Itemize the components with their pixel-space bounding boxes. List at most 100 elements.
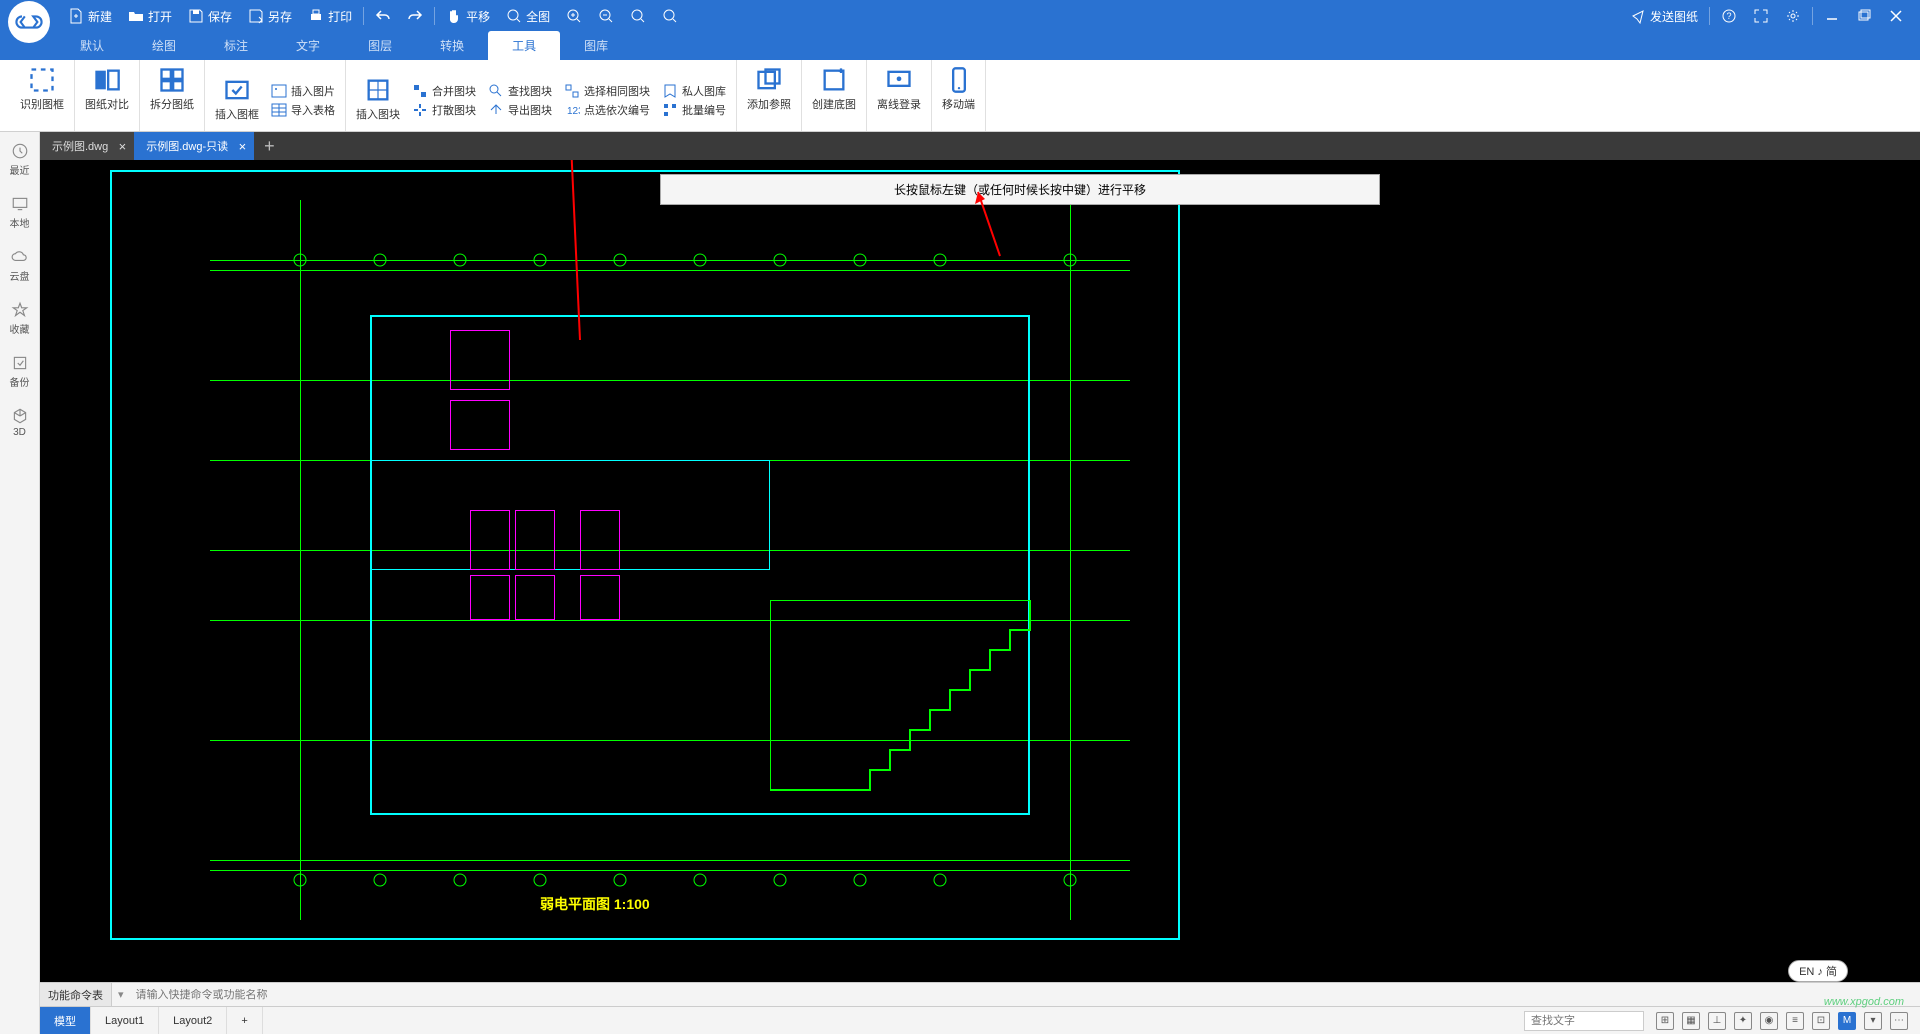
undo-button[interactable] xyxy=(367,0,399,32)
snap-toggle[interactable]: ⊞ xyxy=(1656,1012,1674,1030)
saveas-icon xyxy=(248,8,264,24)
nav-backup[interactable]: 备份 xyxy=(10,354,30,389)
close-tab-icon[interactable]: × xyxy=(119,139,127,154)
find-text-input[interactable] xyxy=(1524,1011,1644,1031)
layout-model[interactable]: 模型 xyxy=(40,1007,91,1034)
nav-favorites[interactable]: 收藏 xyxy=(10,301,30,336)
extra-toggle[interactable]: ⋯ xyxy=(1890,1012,1908,1030)
insert-block-button[interactable]: 插入图块 xyxy=(356,76,400,122)
ortho-toggle[interactable]: ⊥ xyxy=(1708,1012,1726,1030)
close-tab-icon[interactable]: × xyxy=(239,139,247,154)
ime-badge[interactable]: EN ♪ 简 xyxy=(1788,960,1848,982)
lineweight-toggle[interactable]: ≡ xyxy=(1786,1012,1804,1030)
nav-cloud[interactable]: 云盘 xyxy=(10,248,30,283)
cube-icon xyxy=(11,407,29,425)
svg-text:123: 123 xyxy=(567,106,580,117)
offline-login-button[interactable]: 离线登录 xyxy=(877,66,921,112)
open-button[interactable]: 打开 xyxy=(120,0,180,32)
polar-toggle[interactable]: ✦ xyxy=(1734,1012,1752,1030)
print-button[interactable]: 打印 xyxy=(300,0,360,32)
frame-detect-icon xyxy=(28,66,56,94)
add-layout[interactable]: + xyxy=(227,1007,262,1034)
menu-annotate[interactable]: 标注 xyxy=(200,31,272,60)
save-icon xyxy=(188,8,204,24)
find-blocks-button[interactable]: 查找图块 xyxy=(488,83,552,99)
redo-icon xyxy=(407,8,423,24)
osnap-toggle[interactable]: ◉ xyxy=(1760,1012,1778,1030)
mobile-button[interactable]: 移动端 xyxy=(942,66,975,112)
layout-2[interactable]: Layout2 xyxy=(159,1007,227,1034)
layout-1[interactable]: Layout1 xyxy=(91,1007,159,1034)
import-table-button[interactable]: 导入表格 xyxy=(271,102,335,118)
menu-library[interactable]: 图库 xyxy=(560,31,632,60)
grid-toggle[interactable]: ▦ xyxy=(1682,1012,1700,1030)
command-bar: 功能命令表 ▾ EN ♪ 简 www.xpgod.com xyxy=(40,982,1920,1006)
send-drawing-button[interactable]: 发送图纸 xyxy=(1622,0,1706,32)
menu-default[interactable]: 默认 xyxy=(56,31,128,60)
undo-icon xyxy=(375,8,391,24)
saveas-button[interactable]: 另存 xyxy=(240,0,300,32)
export-blocks-button[interactable]: 导出图块 xyxy=(488,102,552,118)
reference-icon xyxy=(755,66,783,94)
menu-convert[interactable]: 转换 xyxy=(416,31,488,60)
insert-image-button[interactable]: 插入图片 xyxy=(271,83,335,99)
create-basemap-button[interactable]: 创建底图 xyxy=(812,66,856,112)
insert-frame-button[interactable]: 插入图框 xyxy=(215,76,259,122)
fullscreen-button[interactable] xyxy=(1745,0,1777,32)
drawing-canvas[interactable]: 长按鼠标左键（或任何时候长按中键）进行平移 xyxy=(40,160,1920,982)
grid-markers xyxy=(270,230,1110,910)
left-nav: 最近 本地 云盘 收藏 备份 3D xyxy=(0,132,40,1034)
file-tab-1[interactable]: 示例图.dwg× xyxy=(40,132,134,160)
dyn-toggle[interactable]: ▾ xyxy=(1864,1012,1882,1030)
zoom-full-button[interactable]: 全图 xyxy=(498,0,558,32)
zoom-prev-button[interactable] xyxy=(654,0,686,32)
settings-button[interactable] xyxy=(1777,0,1809,32)
add-reference-button[interactable]: 添加参照 xyxy=(747,66,791,112)
annotation-arrow-1 xyxy=(550,160,610,350)
file-tab-2[interactable]: 示例图.dwg-只读× xyxy=(134,132,254,160)
close-button[interactable] xyxy=(1880,0,1912,32)
menu-layers[interactable]: 图层 xyxy=(344,31,416,60)
zoom-in-button[interactable] xyxy=(558,0,590,32)
command-input[interactable] xyxy=(130,989,1920,1001)
star-icon xyxy=(11,301,29,319)
private-library-button[interactable]: 私人图库 xyxy=(662,83,726,99)
command-dropdown[interactable]: ▾ xyxy=(112,988,130,1001)
compare-button[interactable]: 图纸对比 xyxy=(85,66,129,112)
pan-button[interactable]: 平移 xyxy=(438,0,498,32)
offline-icon xyxy=(885,66,913,94)
gear-icon xyxy=(1785,8,1801,24)
nav-3d[interactable]: 3D xyxy=(11,407,29,438)
ribbon: 识别图框 图纸对比 拆分图纸 插入图框 插入图片 导入表格 插入图块 合并图块 … xyxy=(0,60,1920,132)
svg-text:?: ? xyxy=(1726,11,1731,21)
zoom-window-button[interactable] xyxy=(622,0,654,32)
new-button[interactable]: 新建 xyxy=(60,0,120,32)
menu-text[interactable]: 文字 xyxy=(272,31,344,60)
maximize-button[interactable] xyxy=(1848,0,1880,32)
select-same-button[interactable]: 选择相同图块 xyxy=(564,83,650,99)
batch-number-button[interactable]: 批量编号 xyxy=(662,102,726,118)
merge-blocks-button[interactable]: 合并图块 xyxy=(412,83,476,99)
split-button[interactable]: 拆分图纸 xyxy=(150,66,194,112)
zoom-out-button[interactable] xyxy=(590,0,622,32)
nav-recent[interactable]: 最近 xyxy=(10,142,30,177)
menu-draw[interactable]: 绘图 xyxy=(128,31,200,60)
export-icon xyxy=(488,102,504,118)
drawing-title: 弱电平面图 1:100 xyxy=(540,894,650,914)
number-sequence-button[interactable]: 123点选依次编号 xyxy=(564,102,650,118)
file-tabs: 示例图.dwg× 示例图.dwg-只读× + xyxy=(40,132,1920,160)
grid2-toggle[interactable]: ⊡ xyxy=(1812,1012,1830,1030)
minimize-button[interactable] xyxy=(1816,0,1848,32)
menu-tools[interactable]: 工具 xyxy=(488,31,560,60)
identify-frame-button[interactable]: 识别图框 xyxy=(20,66,64,112)
status-bar: 模型 Layout1 Layout2 + ⊞ ▦ ⊥ ✦ ◉ ≡ ⊡ M ▾ ⋯ xyxy=(40,1006,1920,1034)
save-button[interactable]: 保存 xyxy=(180,0,240,32)
explode-blocks-button[interactable]: 打散图块 xyxy=(412,102,476,118)
zoom-full-icon xyxy=(506,8,522,24)
add-tab-button[interactable]: + xyxy=(254,136,285,157)
help-button[interactable]: ? xyxy=(1713,0,1745,32)
redo-button[interactable] xyxy=(399,0,431,32)
nav-local[interactable]: 本地 xyxy=(10,195,30,230)
backup-icon xyxy=(11,354,29,372)
model-toggle[interactable]: M xyxy=(1838,1012,1856,1030)
